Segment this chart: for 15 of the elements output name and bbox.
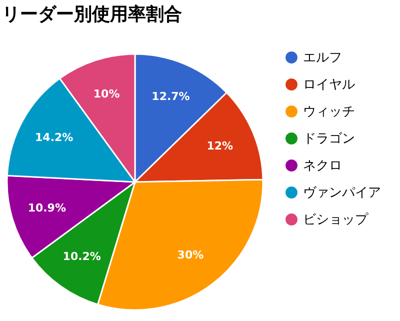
data-label: 10% (93, 88, 120, 101)
data-label: 10.9% (28, 202, 66, 214)
data-label: 12% (206, 140, 234, 153)
data-label: 10.2% (62, 250, 101, 264)
legend-label: ヴァンパイア (303, 186, 381, 200)
data-label: 30% (177, 248, 204, 262)
legend-label: エルフ (303, 50, 342, 66)
legend-label: ウィッチ (303, 104, 355, 120)
chart-title: リーダー別使用率割合 (2, 4, 182, 25)
legend-label: ドラゴン (303, 132, 355, 146)
legend-label: ビショップ (303, 212, 369, 228)
legend-label: ネクロ (303, 158, 342, 174)
data-label: 12.7% (152, 90, 190, 104)
data-label: 14.2% (35, 131, 74, 144)
legend-label: ロイヤル (303, 78, 355, 92)
